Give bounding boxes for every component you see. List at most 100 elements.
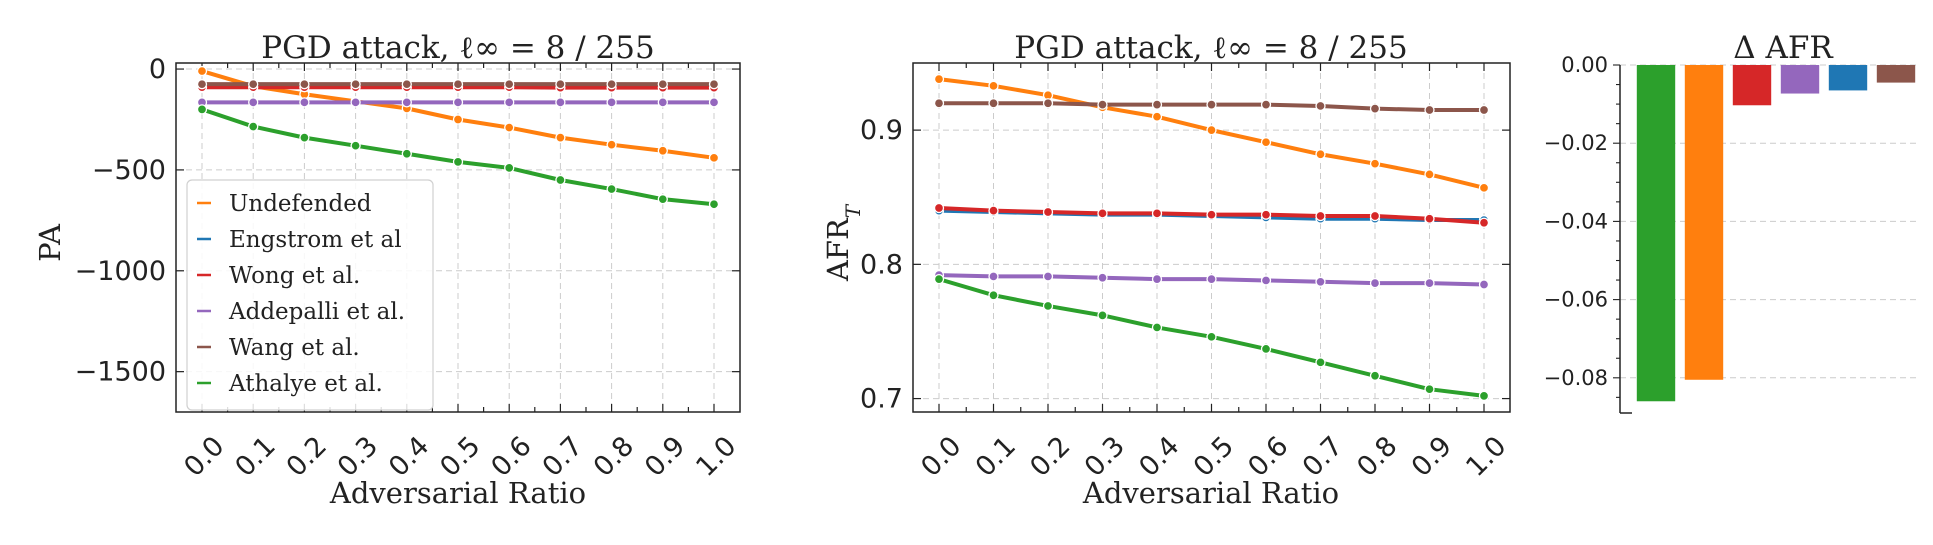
data-point: [504, 162, 515, 174]
legend-label: Engstrom et al: [229, 227, 402, 253]
y-tick-label: −0.02: [1544, 131, 1608, 155]
data-point: [196, 104, 208, 115]
delta-afr-chart-title: Δ AFR: [1733, 30, 1834, 66]
data-point: [452, 156, 464, 167]
data-point: [1424, 169, 1435, 180]
data-point: [1260, 209, 1272, 220]
data-point: [606, 183, 617, 195]
data-point: [401, 148, 412, 159]
data-point: [1478, 279, 1490, 290]
data-point: [299, 79, 310, 90]
delta-afr-chart-panel: Δ AFR 0.00 −0.02 −0.04 −0.06 −0.08: [1544, 30, 1920, 414]
data-point: [988, 290, 999, 301]
data-point: [196, 65, 208, 77]
plot-frame: [175, 62, 741, 413]
bar: [1636, 65, 1676, 402]
data-point: [988, 98, 999, 109]
legend: Undefended Engstrom et al Wong et al. Addep…: [186, 179, 434, 411]
data-point: [1260, 275, 1272, 286]
y-tick-label: 0.7: [860, 384, 903, 415]
data-point: [401, 97, 412, 108]
data-point: [657, 97, 668, 108]
data-point: [555, 79, 566, 90]
data-point: [1424, 104, 1435, 116]
data-point: [606, 97, 617, 108]
data-point: [1206, 331, 1217, 342]
data-point: [1151, 208, 1163, 219]
data-point: [1151, 99, 1163, 110]
data-point: [452, 97, 464, 108]
data-point: [350, 97, 361, 108]
data-point: [401, 79, 412, 90]
data-point: [1260, 99, 1272, 110]
data-point: [504, 97, 515, 108]
data-point: [1151, 111, 1163, 122]
data-point: [248, 121, 259, 132]
data-point: [1151, 322, 1163, 333]
data-point: [1097, 208, 1108, 219]
y-tick-label: −1000: [75, 256, 166, 287]
data-point: [350, 140, 361, 151]
data-point: [248, 79, 259, 90]
data-point: [933, 273, 945, 285]
x-tick-label: 0.1: [970, 431, 1022, 483]
data-point: [1369, 370, 1381, 381]
x-tick-label: 0.8: [588, 431, 640, 483]
legend-label: Wong et al.: [229, 263, 360, 289]
bar: [1684, 65, 1724, 380]
y-tick-label: 0: [149, 54, 166, 85]
data-point: [1315, 276, 1326, 287]
data-point: [299, 97, 310, 108]
data-point: [933, 202, 945, 214]
y-tick-label: −1500: [75, 357, 166, 388]
data-point: [1042, 98, 1054, 109]
data-point: [350, 79, 361, 90]
data-point: [1097, 99, 1108, 110]
data-point: [1260, 137, 1272, 148]
legend-label: Athalye et al.: [228, 371, 383, 397]
data-point: [1315, 100, 1326, 112]
data-point: [933, 73, 945, 85]
legend-label: Wang et al.: [229, 335, 360, 361]
bar: [1876, 65, 1916, 83]
data-point: [555, 97, 566, 108]
data-point: [1424, 277, 1435, 289]
data-point: [1369, 103, 1381, 114]
data-point: [1424, 213, 1435, 224]
data-point: [1206, 273, 1217, 285]
data-point: [1206, 124, 1217, 136]
data-point: [504, 79, 515, 90]
y-tick-label: −0.08: [1544, 366, 1608, 390]
x-tick-label: 0.8: [1351, 431, 1403, 483]
data-point: [299, 132, 310, 143]
data-point: [606, 139, 617, 150]
data-point: [1260, 343, 1272, 355]
data-point: [555, 174, 566, 186]
data-point: [708, 152, 720, 163]
data-point: [1478, 182, 1490, 193]
x-tick-label: 0.2: [281, 431, 333, 483]
data-point: [1424, 384, 1435, 395]
data-point: [1151, 273, 1163, 285]
data-point: [657, 79, 668, 90]
data-point: [1042, 206, 1054, 218]
data-point: [1042, 300, 1054, 312]
data-point: [452, 114, 464, 125]
data-point: [1315, 210, 1326, 222]
legend-label: Undefended: [229, 191, 372, 217]
data-point: [1315, 149, 1326, 160]
data-point: [708, 199, 720, 210]
x-tick-label: 0.9: [1406, 431, 1458, 483]
y-tick-label: 0.00: [1561, 53, 1608, 77]
data-point: [988, 271, 999, 282]
data-point: [1042, 271, 1054, 282]
x-tick-label: 0.1: [229, 431, 281, 483]
afr-chart-panel: PGD attack, ℓ∞ = 8 / 255 Adversarial Rat…: [821, 30, 1513, 510]
plot-frame: [912, 62, 1511, 413]
legend-box: [186, 179, 434, 411]
data-point: [988, 205, 999, 216]
pa-chart-ylabel: PA: [33, 223, 67, 262]
data-point: [1206, 99, 1217, 110]
y-tick-label: −0.04: [1544, 209, 1608, 233]
